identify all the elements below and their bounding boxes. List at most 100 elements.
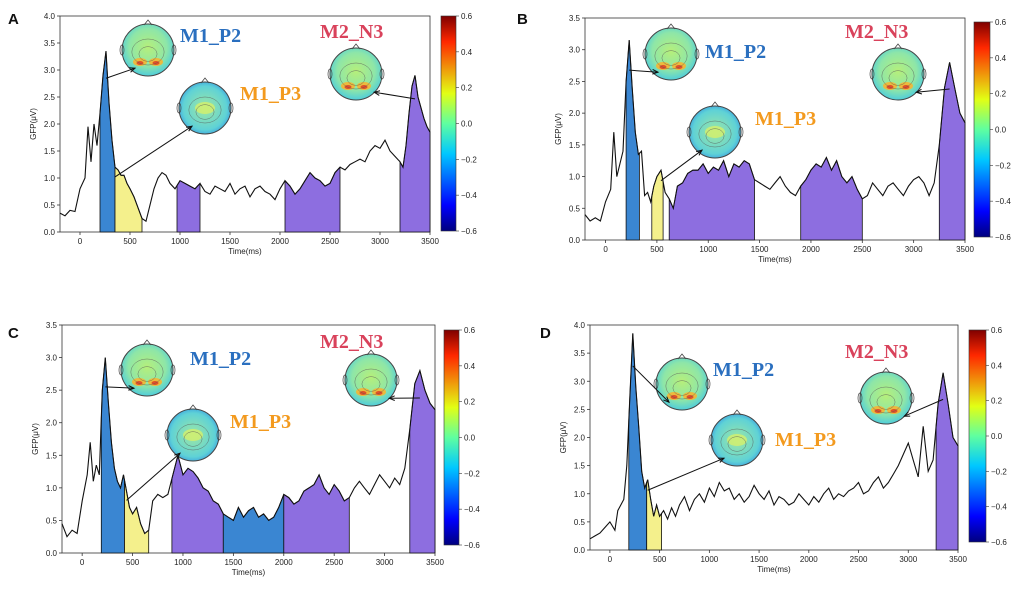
component-label: M1_P2	[705, 41, 766, 63]
x-tick-label: 2000	[271, 237, 289, 246]
y-tick-label: 0.5	[574, 518, 586, 527]
y-tick-label: 1.0	[46, 484, 58, 493]
colorbar-tick-label: −0.6	[461, 227, 477, 236]
x-tick-label: 3000	[899, 555, 917, 564]
component-label: M1_P2	[180, 25, 241, 47]
x-tick-label: 500	[126, 558, 140, 567]
component-label: M1_P3	[240, 83, 301, 105]
y-tick-label: 4.0	[44, 12, 56, 21]
component-label: M2_N3	[845, 341, 908, 363]
component-label: M1_P2	[190, 348, 251, 370]
x-tick-label: 500	[653, 555, 667, 564]
x-tick-label: 3500	[426, 558, 444, 567]
component-label: M1_P3	[230, 411, 291, 433]
colorbar-tick-label: 0.0	[995, 126, 1007, 135]
component-label: M2_N3	[845, 21, 908, 43]
y-tick-label: 1.0	[574, 490, 586, 499]
colorbar-tick-label: 0.0	[464, 434, 476, 443]
y-tick-label: 3.5	[44, 39, 56, 48]
colorbar-tick-label: 0.2	[464, 398, 476, 407]
component-label: M1_P3	[775, 429, 836, 451]
x-tick-label: 2500	[325, 558, 343, 567]
x-tick-label: 1500	[751, 245, 769, 254]
y-axis-label: GFP(μV)	[29, 108, 38, 140]
panel-letter: D	[540, 325, 551, 342]
y-tick-label: 2.5	[574, 405, 586, 414]
x-tick-label: 3000	[376, 558, 394, 567]
x-tick-label: 1000	[700, 555, 718, 564]
y-tick-label: 1.5	[574, 462, 586, 471]
colorbar	[441, 16, 456, 231]
y-tick-label: 0.5	[46, 516, 58, 525]
component-label: M1_P3	[755, 108, 816, 130]
x-tick-label: 1500	[221, 237, 239, 246]
topomap-hotspot	[705, 126, 725, 138]
x-tick-label: 3500	[421, 237, 439, 246]
y-tick-label: 2.0	[569, 109, 581, 118]
y-tick-label: 0.0	[44, 228, 56, 237]
colorbar-tick-label: 0.2	[995, 90, 1007, 99]
colorbar-tick-label: 0.4	[991, 361, 1003, 370]
colorbar-tick-label: 0.4	[461, 48, 473, 57]
colorbar-tick-label: 0.6	[464, 326, 476, 335]
colorbar-tick-label: 0.6	[995, 18, 1007, 27]
x-tick-label: 500	[650, 245, 664, 254]
colorbar-tick-label: −0.2	[991, 467, 1007, 476]
y-tick-label: 3.0	[44, 66, 56, 75]
panel-letter: B	[517, 11, 528, 28]
colorbar-tick-label: −0.2	[464, 469, 480, 478]
x-tick-label: 3000	[371, 237, 389, 246]
colorbar-tick-label: −0.6	[464, 541, 480, 550]
y-tick-label: 0.0	[46, 549, 58, 558]
colorbar-tick-label: −0.4	[991, 503, 1007, 512]
y-tick-label: 1.0	[569, 173, 581, 182]
y-tick-label: 3.5	[46, 321, 58, 330]
x-tick-label: 2000	[802, 245, 820, 254]
y-tick-label: 0.0	[569, 236, 581, 245]
panel-letter: C	[8, 325, 19, 342]
component-label: M2_N3	[320, 331, 383, 353]
x-tick-label: 0	[80, 558, 85, 567]
y-tick-label: 2.0	[574, 434, 586, 443]
y-tick-label: 2.0	[46, 419, 58, 428]
y-tick-label: 1.0	[44, 174, 56, 183]
y-tick-label: 2.5	[569, 77, 581, 86]
y-tick-label: 0.5	[44, 201, 56, 210]
x-tick-label: 2500	[853, 245, 871, 254]
x-tick-label: 0	[78, 237, 83, 246]
colorbar-tick-label: 0.2	[461, 84, 473, 93]
y-axis-label: GFP(μV)	[559, 421, 568, 453]
component-label: M2_N3	[320, 21, 383, 43]
y-tick-label: 3.5	[574, 349, 586, 358]
x-tick-label: 1500	[750, 555, 768, 564]
x-axis-label: Time(ms)	[232, 568, 266, 577]
x-tick-label: 0	[608, 555, 613, 564]
x-tick-label: 3500	[949, 555, 967, 564]
colorbar	[969, 330, 986, 542]
y-tick-label: 3.0	[574, 377, 586, 386]
x-tick-label: 0	[603, 245, 608, 254]
y-tick-label: 0.0	[574, 546, 586, 555]
x-axis-label: Time(ms)	[757, 565, 791, 574]
component-label: M1_P2	[713, 359, 774, 381]
colorbar-tick-label: −0.2	[461, 155, 477, 164]
x-tick-label: 1000	[171, 237, 189, 246]
x-axis-label: Time(ms)	[758, 255, 792, 264]
y-tick-label: 2.0	[44, 120, 56, 129]
y-axis-label: GFP(μV)	[31, 423, 40, 455]
y-tick-label: 2.5	[44, 93, 56, 102]
colorbar-tick-label: −0.6	[995, 233, 1011, 242]
colorbar-tick-label: −0.2	[995, 161, 1011, 170]
colorbar-tick-label: 0.6	[461, 12, 473, 21]
x-tick-label: 3000	[905, 245, 923, 254]
y-tick-label: 3.0	[569, 46, 581, 55]
x-tick-label: 1000	[699, 245, 717, 254]
colorbar-tick-label: 0.2	[991, 397, 1003, 406]
x-tick-label: 2000	[275, 558, 293, 567]
y-tick-label: 0.5	[569, 204, 581, 213]
y-tick-label: 2.5	[46, 386, 58, 395]
topomap-head	[656, 358, 708, 410]
